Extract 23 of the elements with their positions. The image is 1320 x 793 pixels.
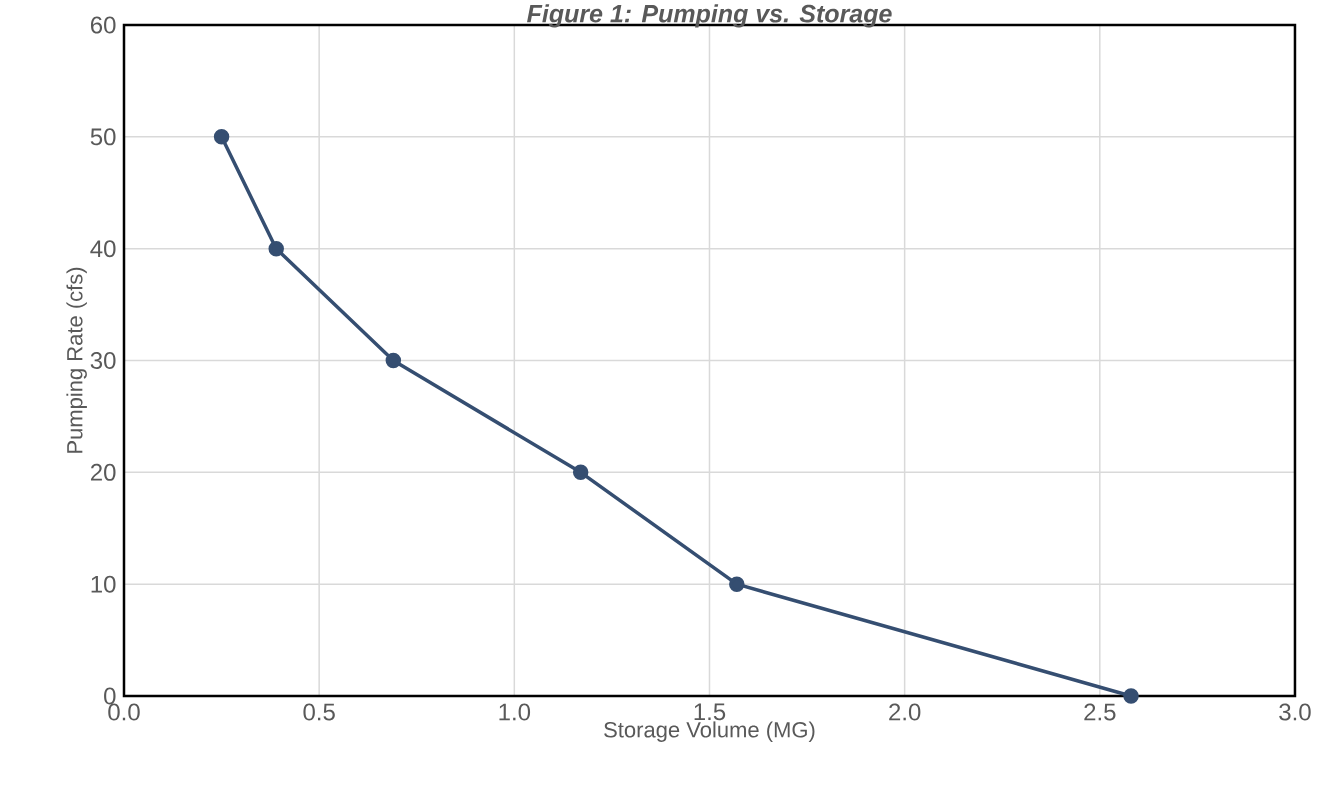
- x-tick-label: 2.0: [889, 703, 921, 721]
- y-tick-label: 20: [90, 463, 116, 481]
- point: [213, 129, 230, 145]
- y-tick-label: 60: [91, 16, 116, 34]
- y-tick-label: 40: [90, 240, 116, 258]
- x-tick-label: 3.0: [1279, 703, 1311, 721]
- x-tick-label: 1.0: [499, 703, 531, 721]
- point: [729, 576, 745, 592]
- x-tick-label: 2.5: [1084, 703, 1116, 721]
- point: [268, 240, 284, 257]
- y-tick-label: 10: [91, 575, 116, 593]
- y-tick-label: 50: [90, 128, 116, 146]
- x-tick-label: 1.5: [694, 703, 726, 721]
- y-tick-label: 0: [104, 687, 116, 705]
- point: [1123, 688, 1139, 704]
- x-tick-label: 0.5: [303, 703, 335, 721]
- y-axis-title: Pumping Rate (cfs): [66, 267, 87, 453]
- x-tick-label: 0.0: [108, 703, 140, 721]
- point: [385, 352, 402, 369]
- point: [572, 464, 589, 481]
- chart-title: Figure 1: Pumping vs. Storage: [527, 4, 892, 28]
- y-tick-label: 30: [90, 352, 116, 369]
- x-axis-title: Storage Volume (MG): [604, 721, 815, 742]
